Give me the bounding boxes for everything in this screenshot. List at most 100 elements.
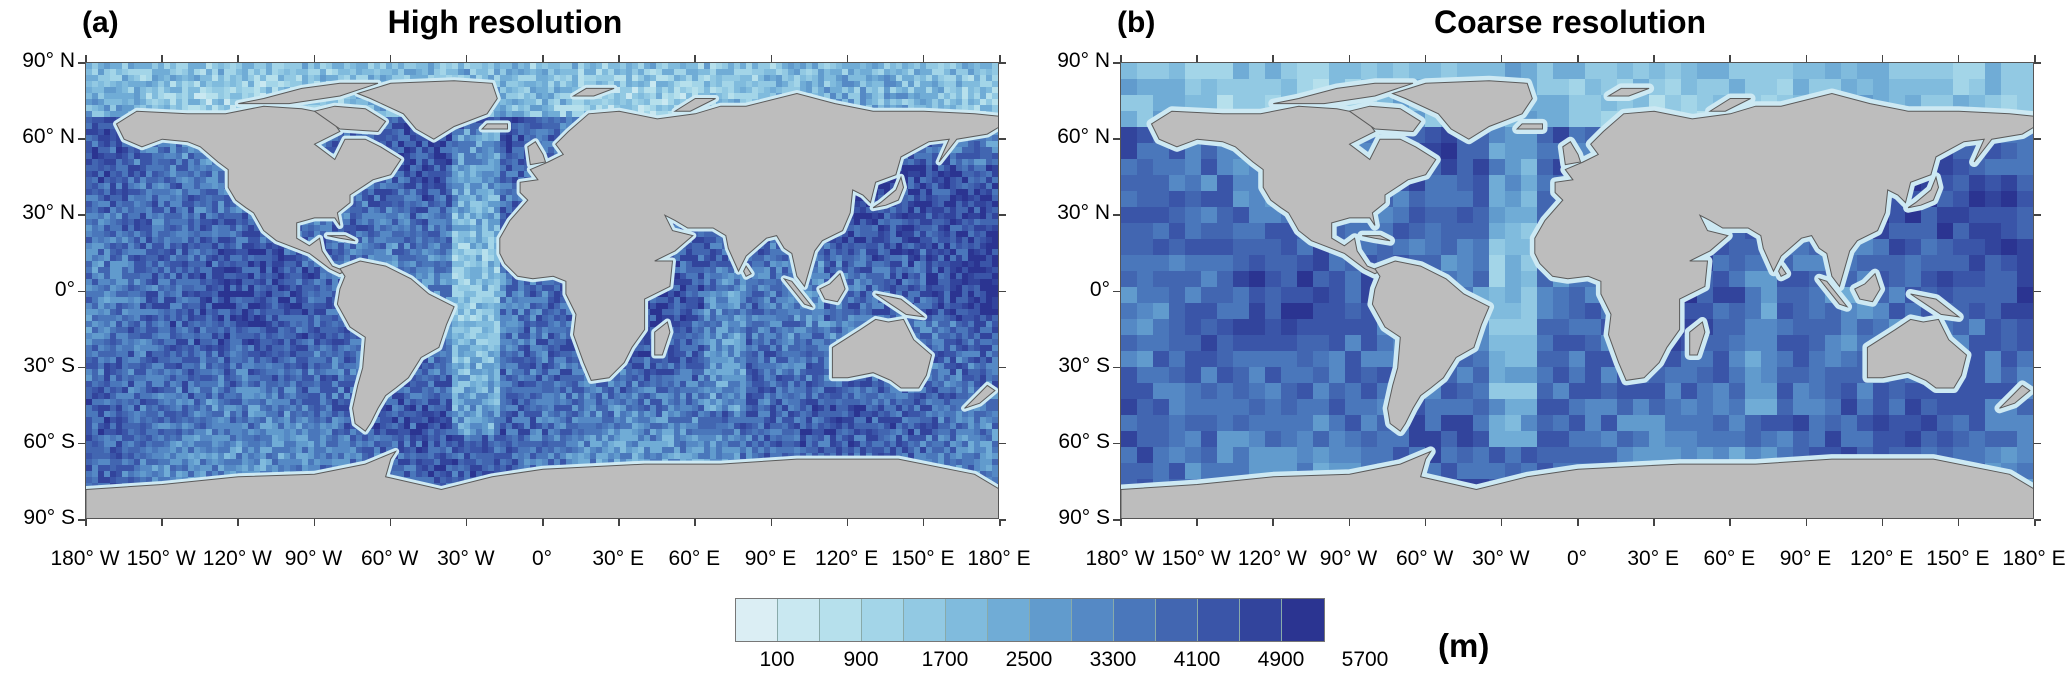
land-borneo <box>819 272 846 303</box>
latitude-tick <box>1113 366 1120 369</box>
longitude-label: 180° W <box>50 547 120 570</box>
colorbar-swatch <box>736 599 778 641</box>
colorbar-tick-label: 1700 <box>921 648 969 671</box>
longitude-label: 0° <box>531 547 553 570</box>
land-madagascar <box>654 321 671 356</box>
latitude-tick <box>999 62 1006 64</box>
longitude-tick <box>694 519 696 526</box>
land-canadian-archipelago <box>238 82 379 105</box>
latitude-tick <box>1113 442 1120 445</box>
latitude-tick <box>2034 214 2041 216</box>
longitude-tick <box>1120 55 1122 62</box>
longitude-tick <box>161 55 163 62</box>
latitude-tick <box>78 366 85 369</box>
colorbar-swatch <box>1156 599 1198 641</box>
land-australia <box>831 318 933 389</box>
longitude-label: 120° E <box>815 547 879 570</box>
longitude-tick <box>1196 519 1198 526</box>
bathymetry-map <box>85 62 999 519</box>
longitude-tick <box>999 55 1001 62</box>
longitude-label: 120° E <box>1850 547 1914 570</box>
latitude-tick <box>2034 442 2041 445</box>
land-new-guinea <box>1910 293 1961 318</box>
land-greenland <box>1391 80 1533 140</box>
colorbar-tick-label: 2500 <box>1005 648 1053 671</box>
longitude-tick <box>1653 55 1655 62</box>
longitude-tick <box>237 55 239 62</box>
land-australia <box>1866 318 1968 389</box>
land-japan <box>1907 175 1940 209</box>
latitude-tick <box>999 366 1006 369</box>
longitude-tick <box>1957 55 1960 62</box>
longitude-tick <box>694 55 696 62</box>
longitude-label: 90° E <box>1779 547 1832 570</box>
longitude-tick <box>313 519 315 526</box>
latitude-label: 30° S <box>1058 353 1110 377</box>
longitude-tick <box>1196 55 1198 62</box>
latitude-label: 90° N <box>22 49 75 72</box>
land-great-britain <box>1562 140 1582 166</box>
latitude-tick <box>1113 138 1120 140</box>
land-north-america <box>115 105 402 275</box>
longitude-tick <box>1653 519 1655 526</box>
longitude-tick <box>1424 55 1427 62</box>
longitude-tick <box>1272 55 1274 62</box>
latitude-label: 30° N <box>1057 201 1110 225</box>
longitude-tick <box>85 519 87 526</box>
land-madagascar <box>1689 321 1706 356</box>
latitude-label: 60° N <box>1057 125 1110 149</box>
land-svalbard <box>1606 87 1650 97</box>
colorbar-swatch <box>1240 599 1282 641</box>
longitude-tick <box>1805 519 1807 526</box>
panel-title: Coarse resolution <box>1433 4 1707 40</box>
colorbar-swatch <box>904 599 946 641</box>
panel-high-resolution: (a) High resolution 90° N 60° N 30° N 0° 30°… <box>0 0 1030 590</box>
longitude-tick <box>1881 519 1884 526</box>
land-great-britain <box>527 140 547 166</box>
latitude-tick <box>999 519 1006 521</box>
latitude-label: 30° N <box>22 201 75 225</box>
land-north-america <box>1150 105 1437 275</box>
colorbar-swatch <box>862 599 904 641</box>
longitude-tick <box>1348 519 1350 526</box>
land-svalbard <box>571 87 615 97</box>
longitude-tick <box>161 519 163 526</box>
latitude-tick <box>78 138 85 140</box>
latitude-tick <box>2034 138 2041 140</box>
latitude-tick <box>1113 62 1120 64</box>
latitude-tick <box>1113 519 1120 521</box>
latitude-tick <box>999 442 1006 445</box>
longitude-tick <box>1577 519 1579 526</box>
longitude-label: 60° W <box>360 547 419 570</box>
latitude-label: 90° S <box>23 506 75 529</box>
longitude-tick <box>465 519 468 526</box>
land-cuba <box>1362 235 1391 242</box>
panel-letter: (a) <box>82 6 119 39</box>
longitude-tick <box>1577 55 1579 62</box>
colorbar <box>735 598 1325 642</box>
colorbar-tick-label: 4100 <box>1173 648 1221 671</box>
longitude-tick <box>1272 519 1274 526</box>
land-iceland <box>1515 123 1543 130</box>
longitude-label: 180° W <box>1085 547 1155 570</box>
colorbar-tick-label: 5700 <box>1341 648 1389 671</box>
land-sumatra <box>782 277 814 308</box>
longitude-tick <box>85 55 87 62</box>
latitude-label: 0° <box>54 277 75 301</box>
latitude-tick <box>2034 519 2041 521</box>
longitude-tick <box>922 55 925 62</box>
longitude-label: 150° W <box>1161 547 1231 570</box>
longitude-tick <box>999 519 1001 526</box>
longitude-label: 120° W <box>1237 547 1307 570</box>
latitude-tick <box>78 62 85 64</box>
colorbar-swatch <box>1072 599 1114 641</box>
longitude-tick <box>770 519 772 526</box>
longitude-label: 150° W <box>126 547 196 570</box>
bathymetry-map <box>1120 62 2034 519</box>
land-sri-lanka <box>1778 265 1787 277</box>
latitude-label: 90° S <box>1058 506 1110 529</box>
colorbar-swatch <box>1030 599 1072 641</box>
latitude-tick <box>1113 214 1120 216</box>
longitude-label: 150° E <box>891 547 955 570</box>
land-africa-eurasia <box>499 92 998 381</box>
